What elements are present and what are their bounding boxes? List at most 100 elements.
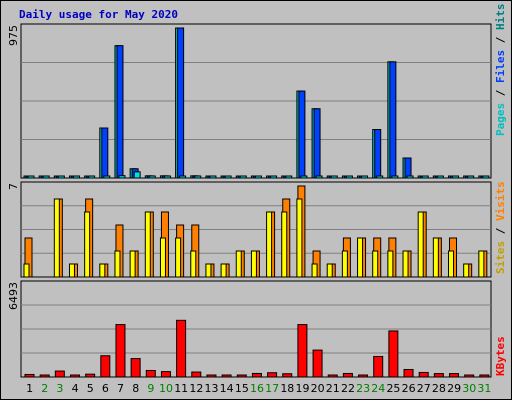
x-tick-label: 28: [432, 382, 446, 395]
sites-bar: [402, 250, 409, 278]
pages-bar: [467, 175, 475, 179]
sites-bar: [387, 250, 394, 278]
pages-bar: [224, 175, 232, 179]
x-tick-label: 14: [220, 382, 234, 395]
x-tick-label: 25: [386, 382, 400, 395]
sites-bar: [129, 250, 136, 278]
sites-bar: [341, 250, 348, 278]
x-tick-label: 17: [265, 382, 279, 395]
x-tick-label: 24: [371, 382, 385, 395]
x-tick-label: 12: [189, 382, 203, 395]
legend-sites-visits: Sites / Visits: [494, 181, 507, 274]
kbytes-bar: [24, 373, 35, 378]
pages-bar: [270, 175, 278, 179]
kbytes-bar: [236, 374, 247, 378]
pages-bar: [133, 171, 141, 179]
x-tick-label: 16: [250, 382, 264, 395]
sites-bar: [432, 237, 439, 278]
pages-bar: [27, 175, 35, 179]
sites-bar: [235, 250, 242, 278]
kbytes-bar: [145, 369, 156, 378]
x-tick-label: 21: [326, 382, 340, 395]
pages-bar: [254, 175, 262, 179]
sites-bar: [23, 263, 30, 278]
pages-bar: [361, 175, 369, 179]
kbytes-bar: [206, 374, 217, 378]
sites-bar: [417, 211, 424, 278]
sites-bar: [84, 211, 91, 278]
sites-bar: [175, 237, 182, 278]
x-tick-label: 5: [87, 382, 94, 395]
files-bar: [101, 127, 109, 179]
legend-kbytes: KBytes: [494, 336, 507, 376]
y-max-label: 6493: [7, 282, 20, 310]
x-tick-label: 13: [205, 382, 219, 395]
kbytes-bar: [54, 370, 65, 378]
pages-bar: [194, 175, 202, 179]
x-tick-label: 29: [447, 382, 461, 395]
y-max-label: 7: [7, 183, 20, 190]
kbytes-bar: [221, 374, 232, 378]
x-tick-label: 31: [477, 382, 491, 395]
x-tick-label: 8: [132, 382, 139, 395]
files-bar: [298, 90, 306, 179]
pages-bar: [436, 175, 444, 179]
x-tick-label: 23: [356, 382, 370, 395]
sites-bar: [53, 198, 60, 278]
sites-bar: [357, 237, 364, 278]
kbytes-bar: [115, 324, 126, 378]
x-tick-label: 26: [402, 382, 416, 395]
x-tick-label: 7: [117, 382, 124, 395]
sites-bar: [250, 250, 257, 278]
sites-bar: [114, 250, 121, 278]
pages-bar: [452, 175, 460, 179]
kbytes-bar: [464, 374, 475, 378]
x-tick-label: 15: [235, 382, 249, 395]
pages-bar: [57, 175, 65, 179]
x-tick-label: 1: [26, 382, 33, 395]
pages-bar: [209, 175, 217, 179]
pages-bar: [239, 175, 247, 179]
pages-bar: [179, 175, 187, 179]
sites-bar: [448, 250, 455, 278]
sites-bar: [372, 250, 379, 278]
kbytes-bar: [297, 324, 308, 378]
pages-bar: [163, 175, 171, 179]
pages-bar: [42, 175, 50, 179]
x-tick-label: 10: [159, 382, 173, 395]
kbytes-bar: [39, 374, 50, 378]
x-tick-label: 27: [417, 382, 431, 395]
pages-bar: [285, 175, 293, 179]
kbytes-bar: [85, 373, 96, 378]
pages-bar: [330, 175, 338, 179]
pages-bar: [88, 175, 96, 179]
sites-bar: [311, 263, 318, 278]
pages-bar: [406, 175, 414, 179]
pages-bar: [391, 175, 399, 179]
pages-bar: [421, 175, 429, 179]
kbytes-bar: [418, 371, 429, 378]
sites-bar: [144, 211, 151, 278]
sites-bar: [190, 250, 197, 278]
pages-bar: [482, 175, 490, 179]
sites-bar: [99, 263, 106, 278]
sites-bar: [326, 263, 333, 278]
pages-bar: [103, 175, 111, 179]
kbytes-bar: [251, 372, 262, 378]
y-max-label: 975: [7, 25, 20, 46]
kbytes-bar: [160, 371, 171, 378]
files-bar: [389, 61, 397, 179]
pages-bar: [376, 175, 384, 179]
chart-title: Daily usage for May 2020: [19, 8, 178, 21]
pages-bar: [345, 175, 353, 179]
kbytes-bar: [373, 355, 384, 378]
sites-bar: [159, 237, 166, 278]
kbytes-bar: [312, 349, 323, 378]
files-bar: [116, 45, 124, 179]
pages-bar: [148, 175, 156, 179]
files-bar: [177, 27, 185, 179]
x-tick-label: 11: [174, 382, 188, 395]
files-bar: [374, 129, 382, 179]
kbytes-bar: [100, 355, 111, 378]
